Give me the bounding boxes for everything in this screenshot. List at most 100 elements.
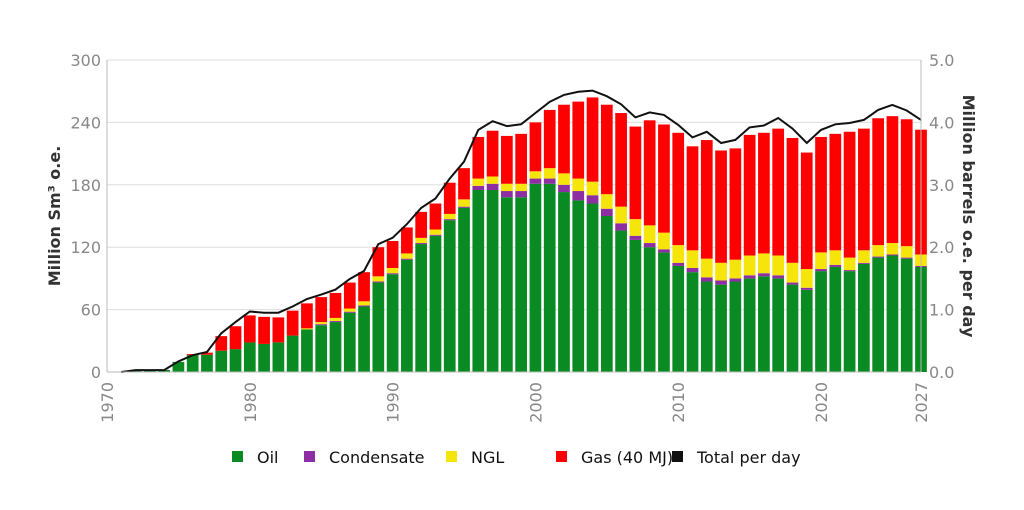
bar-gas-40-mj-2017 xyxy=(772,128,785,256)
bar-ngl-1985 xyxy=(315,322,328,325)
bar-gas-40-mj-2025 xyxy=(886,116,899,244)
bar-gas-40-mj-2013 xyxy=(715,150,727,263)
bar-condensate-2016 xyxy=(758,273,770,277)
bar-oil-2000 xyxy=(529,183,542,372)
bar-gas-40-mj-1995 xyxy=(458,168,470,200)
right-tick-label: 1.0 xyxy=(929,301,954,320)
bar-oil-2014 xyxy=(729,281,742,372)
bar-gas-40-mj-2001 xyxy=(543,109,556,169)
bar-ngl-2012 xyxy=(700,258,713,278)
bar-condensate-2004 xyxy=(586,195,599,204)
bar-gas-40-mj-2023 xyxy=(858,128,870,251)
bar-series xyxy=(115,97,927,372)
bar-gas-40-mj-2014 xyxy=(729,148,742,260)
legend-label: NGL xyxy=(471,448,504,467)
bar-oil-1976 xyxy=(186,355,199,372)
bar-condensate-2023 xyxy=(858,262,870,264)
bar-oil-1988 xyxy=(358,306,370,372)
bar-condensate-2006 xyxy=(615,223,627,231)
bar-oil-1979 xyxy=(229,349,242,372)
bar-oil-1989 xyxy=(372,282,385,372)
bar-ngl-2000 xyxy=(529,171,542,179)
bar-oil-1985 xyxy=(315,325,328,372)
bar-condensate-2014 xyxy=(729,278,742,282)
bar-oil-1995 xyxy=(458,207,470,372)
x-tick-label: 1990 xyxy=(384,382,403,423)
bar-condensate-2002 xyxy=(558,184,570,193)
bar-oil-1999 xyxy=(515,197,527,372)
x-tick-label: 2027 xyxy=(912,382,931,423)
right-tick-label: 5.0 xyxy=(929,51,954,70)
bar-oil-1994 xyxy=(443,220,456,372)
bar-gas-40-mj-2011 xyxy=(686,146,699,251)
bar-condensate-2017 xyxy=(772,275,785,279)
bar-condensate-1995 xyxy=(458,206,470,208)
bar-ngl-1989 xyxy=(372,276,385,282)
bar-condensate-2003 xyxy=(572,191,585,201)
bar-gas-40-mj-2016 xyxy=(758,132,770,254)
bar-gas-40-mj-2019 xyxy=(800,152,813,270)
bar-ngl-2014 xyxy=(729,259,742,279)
bar-condensate-2001 xyxy=(543,178,556,184)
bar-ngl-1999 xyxy=(515,183,527,192)
bar-gas-40-mj-2021 xyxy=(829,133,842,251)
bar-gas-40-mj-2018 xyxy=(786,138,799,263)
bar-ngl-1988 xyxy=(358,301,370,306)
legend-label: Condensate xyxy=(329,448,425,467)
bar-ngl-2017 xyxy=(772,255,785,276)
bar-condensate-2018 xyxy=(786,282,799,285)
bar-gas-40-mj-2006 xyxy=(615,113,627,207)
bar-oil-2002 xyxy=(558,192,570,372)
bar-gas-40-mj-1983 xyxy=(286,310,299,336)
bar-oil-2023 xyxy=(858,263,870,372)
left-tick-label: 300 xyxy=(70,51,101,70)
bar-gas-40-mj-2015 xyxy=(743,134,756,256)
right-tick-label: 2.0 xyxy=(929,238,954,257)
bar-oil-1993 xyxy=(429,235,442,372)
left-tick-label: 60 xyxy=(81,301,101,320)
x-tick-label: 1980 xyxy=(241,382,260,423)
bar-ngl-2010 xyxy=(672,245,685,263)
bar-condensate-1986 xyxy=(329,321,342,323)
bar-condensate-1985 xyxy=(315,324,328,326)
bar-oil-2008 xyxy=(643,247,656,372)
bar-gas-40-mj-1994 xyxy=(443,182,456,214)
tick-labels: 0 60 120 180 240 300 0.0 1.0 2.0 3.0 4.0 5.0 1970 198… xyxy=(70,51,954,423)
x-tick-label: 1970 xyxy=(98,382,117,423)
bar-gas-40-mj-1978 xyxy=(215,336,228,351)
bar-ngl-1987 xyxy=(343,308,356,312)
bar-ngl-2007 xyxy=(629,219,642,236)
bar-gas-40-mj-1996 xyxy=(472,136,485,179)
bar-ngl-2005 xyxy=(600,194,613,209)
bar-gas-40-mj-1982 xyxy=(272,317,285,343)
bar-gas-40-mj-1993 xyxy=(429,203,442,230)
bar-oil-2010 xyxy=(672,265,685,372)
legend-swatch-2 xyxy=(446,451,457,462)
bar-condensate-1999 xyxy=(515,191,527,198)
bar-condensate-2026 xyxy=(900,257,913,259)
bar-ngl-1993 xyxy=(429,229,442,235)
bar-gas-40-mj-2026 xyxy=(900,119,913,247)
bar-condensate-1994 xyxy=(443,219,456,221)
bar-condensate-2005 xyxy=(600,208,613,216)
bar-condensate-1987 xyxy=(343,311,356,313)
bar-ngl-1997 xyxy=(486,176,499,184)
bar-condensate-1988 xyxy=(358,305,370,307)
bar-ngl-2025 xyxy=(886,243,899,255)
bar-ngl-2015 xyxy=(743,255,756,276)
bar-gas-40-mj-1981 xyxy=(258,316,270,344)
bar-gas-40-mj-2005 xyxy=(600,104,613,195)
bar-ngl-1995 xyxy=(458,199,470,207)
bar-ngl-2008 xyxy=(643,225,656,244)
bar-ngl-1984 xyxy=(301,328,313,330)
bar-ngl-2023 xyxy=(858,250,870,263)
bar-ngl-2022 xyxy=(843,257,856,271)
bar-oil-2022 xyxy=(843,271,856,372)
bar-gas-40-mj-2020 xyxy=(815,136,827,253)
left-tick-label: 120 xyxy=(70,238,101,257)
bar-oil-2026 xyxy=(900,258,913,372)
right-axis-title: Million barrels o.e. per day xyxy=(959,95,978,338)
bar-oil-1980 xyxy=(243,342,256,372)
right-tick-label: 3.0 xyxy=(929,176,954,195)
bar-oil-2019 xyxy=(800,289,813,372)
